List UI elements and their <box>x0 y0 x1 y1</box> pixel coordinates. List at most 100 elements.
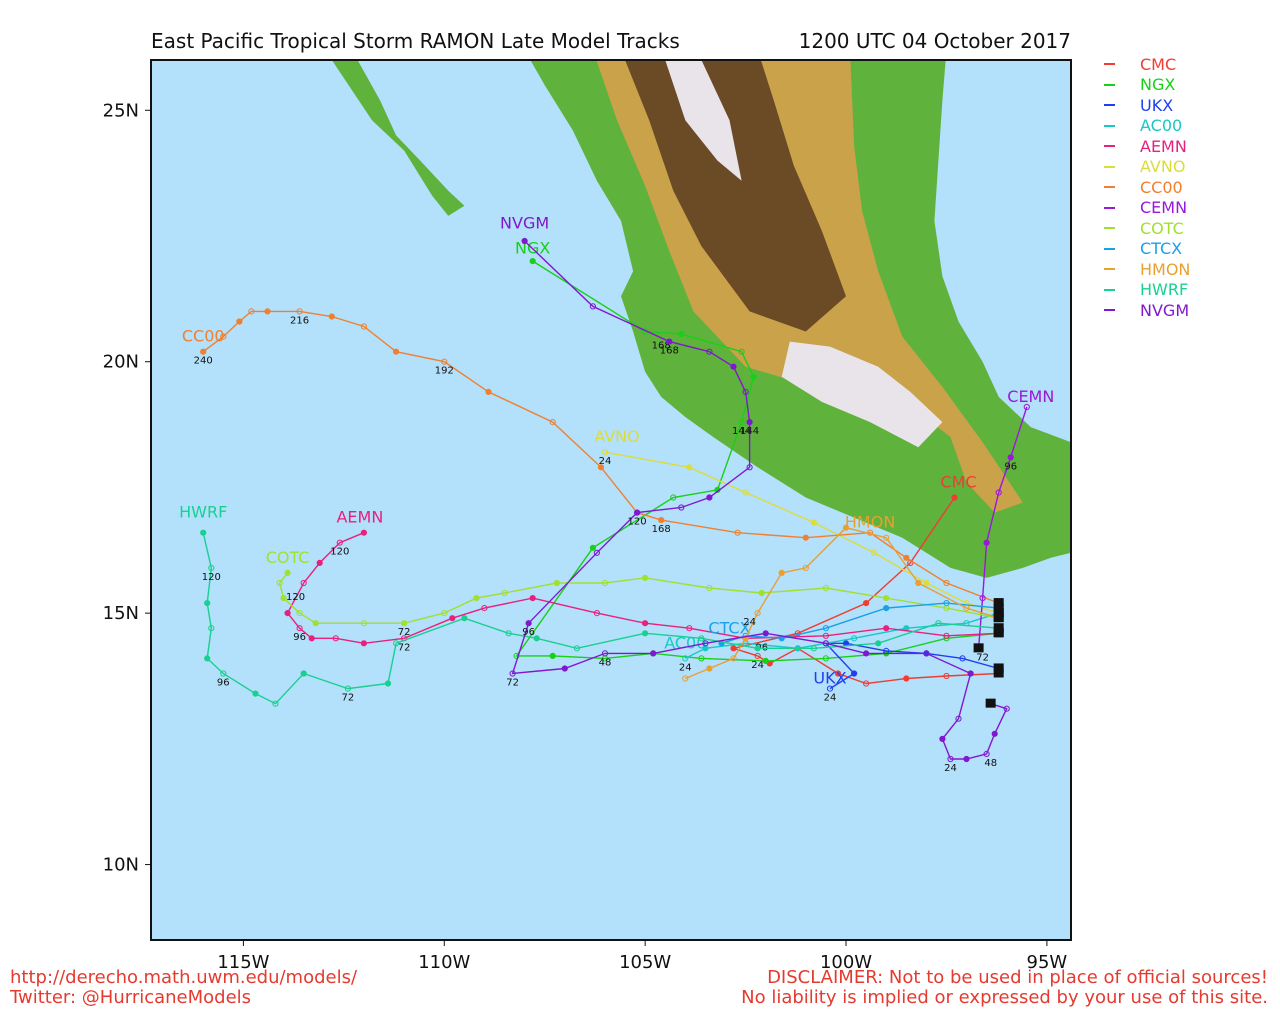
forecast-hour-label: 96 <box>522 627 535 638</box>
track-point <box>441 610 448 617</box>
track-point <box>863 680 870 687</box>
track-point <box>802 564 809 572</box>
legend-item-nvgm: NVGM <box>1100 300 1190 321</box>
track-point <box>481 605 488 612</box>
track-point <box>883 625 890 632</box>
track-point <box>284 569 291 577</box>
track-point <box>561 665 568 672</box>
track-point <box>851 670 858 677</box>
forecast-hour-label: 24 <box>824 693 837 704</box>
track-line <box>604 451 999 614</box>
track-point <box>593 610 601 617</box>
legend-label: HWRF <box>1140 280 1189 300</box>
track-point <box>308 635 315 642</box>
forecast-hour-label: 120 <box>628 517 647 528</box>
track-point <box>951 494 958 501</box>
track-point <box>642 620 649 627</box>
track-point <box>204 600 211 607</box>
x-tick-label: 95W <box>1027 952 1068 973</box>
track-point <box>863 650 870 657</box>
track-end-label: UKX <box>813 669 846 688</box>
track-point <box>995 489 1002 496</box>
track-point <box>501 589 508 597</box>
track-point <box>746 419 753 426</box>
track-point <box>252 690 259 697</box>
track-point <box>549 419 556 426</box>
track-point <box>529 258 536 265</box>
track-point <box>248 308 255 315</box>
track-point <box>851 635 858 642</box>
track-point <box>360 529 367 536</box>
track-point <box>220 333 227 340</box>
track-point <box>461 615 468 622</box>
track-point <box>802 534 809 541</box>
y-tick-label: 10N <box>103 855 139 876</box>
track-point <box>686 625 693 632</box>
track-point <box>220 670 227 677</box>
axes: 115W 110W 105W 100W 95W 25N 20N 15N 10N <box>103 100 1068 973</box>
track-point <box>200 529 207 536</box>
track-point <box>810 519 818 526</box>
track-point <box>730 645 737 652</box>
forecast-hour-label: 24 <box>599 456 612 467</box>
legend-label: UKX <box>1140 95 1174 115</box>
legend-label: CC00 <box>1140 177 1183 197</box>
track-point <box>842 524 850 531</box>
chart-title: East Pacific Tropical Storm RAMON Late M… <box>151 29 680 53</box>
track-point <box>991 730 998 737</box>
legend-label: CTCX <box>1140 239 1183 259</box>
track-point <box>883 534 890 541</box>
track-point <box>943 600 950 607</box>
track-point <box>521 237 528 245</box>
forecast-hour-label: 72 <box>398 642 411 653</box>
legend-swatch <box>1104 83 1115 86</box>
forecast-hour-label: 48 <box>599 657 612 668</box>
track-point <box>738 348 745 355</box>
track-point <box>923 650 930 657</box>
track-line <box>202 532 999 705</box>
forecast-hour-label: 72 <box>976 652 989 663</box>
track-point <box>935 620 942 627</box>
legend-label: AC00 <box>1140 116 1183 136</box>
track-end-label: CMC <box>940 472 976 491</box>
track-point <box>778 569 785 577</box>
track-end-label: HWRF <box>179 503 227 522</box>
disclaimer-line-2: No liability is implied or expressed by … <box>741 987 1268 1008</box>
track-point <box>734 529 741 536</box>
track-point <box>1023 403 1030 411</box>
forecast-hour-label: 48 <box>984 758 997 769</box>
initial-position-marker <box>993 598 1004 608</box>
track-point <box>208 564 215 572</box>
legend-label: NVGM <box>1140 300 1190 320</box>
track-point <box>915 579 922 587</box>
footer-left: http://derecho.math.uwm.edu/models/ Twit… <box>10 968 357 1008</box>
y-tick-label: 25N <box>103 100 139 121</box>
legend-swatch <box>1104 288 1115 291</box>
track-point <box>328 313 335 320</box>
x-tick-label: 105W <box>619 952 671 973</box>
track-point <box>513 652 520 660</box>
track-point <box>393 348 400 355</box>
forecast-hour-label: 96 <box>1004 461 1017 472</box>
track-point <box>208 625 215 632</box>
track-point <box>742 489 749 496</box>
forecast-hour-label: 168 <box>652 341 671 352</box>
track-point <box>706 348 713 355</box>
track-point <box>296 625 303 632</box>
track-end-label: CC00 <box>182 327 225 346</box>
forecast-hour-label: 72 <box>342 693 355 704</box>
track-end-label: COTC <box>266 548 310 567</box>
legend-label: CMC <box>1140 54 1177 74</box>
track-point <box>336 539 343 546</box>
forecast-hour-label: 24 <box>679 662 692 673</box>
track-point <box>658 517 665 524</box>
track-point <box>525 620 532 627</box>
track-point <box>939 735 946 743</box>
track-point <box>272 700 279 707</box>
track-point <box>959 655 966 662</box>
track-hwrf: 72 96 120 HWRF <box>179 503 1004 707</box>
source-link[interactable]: http://derecho.math.uwm.edu/models/ <box>10 967 358 988</box>
legend-label: COTC <box>1140 218 1184 238</box>
track-point <box>706 584 713 592</box>
track-line <box>685 526 999 680</box>
